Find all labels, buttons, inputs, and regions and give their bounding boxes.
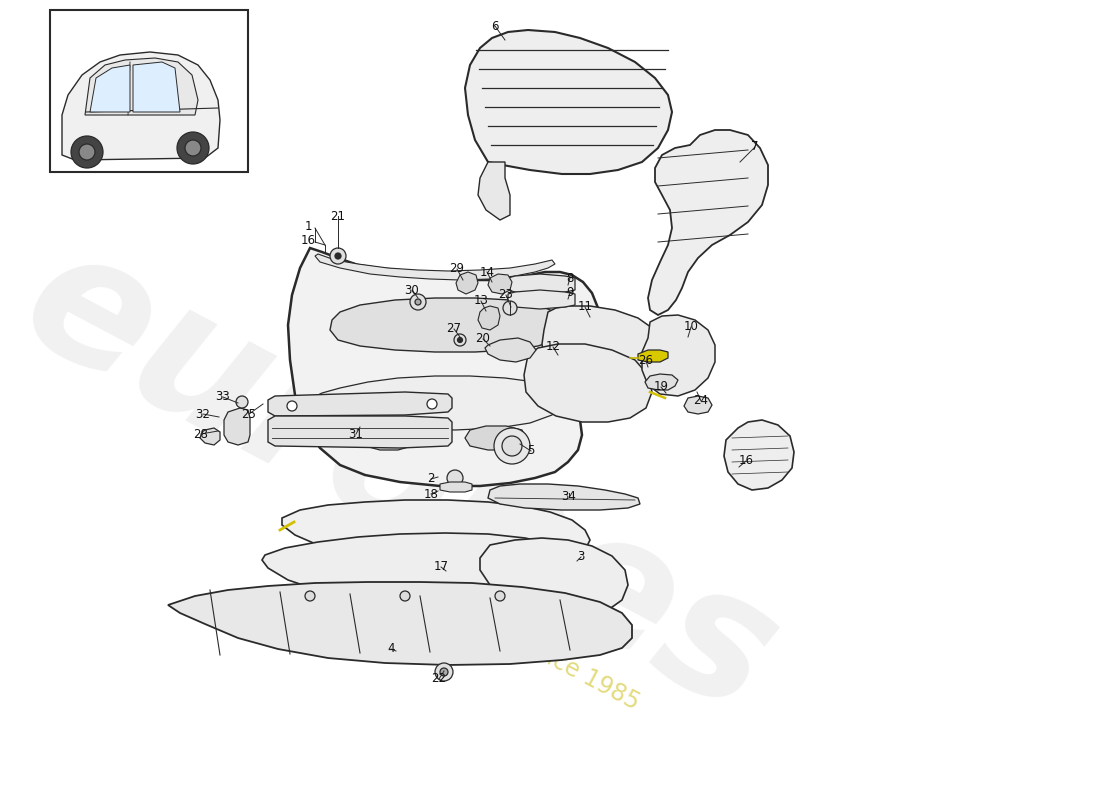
Polygon shape [488, 274, 512, 294]
Text: a passion for parts since 1985: a passion for parts since 1985 [317, 526, 644, 714]
Text: 32: 32 [196, 407, 210, 421]
Polygon shape [168, 582, 632, 665]
Text: 16: 16 [738, 454, 754, 467]
Polygon shape [480, 538, 628, 615]
Polygon shape [478, 162, 510, 220]
Text: 20: 20 [475, 333, 491, 346]
Circle shape [305, 591, 315, 601]
Polygon shape [485, 338, 536, 362]
Polygon shape [90, 65, 130, 112]
Text: 21: 21 [330, 210, 345, 222]
Text: 4: 4 [387, 642, 395, 655]
Circle shape [495, 591, 505, 601]
Text: 18: 18 [424, 487, 439, 501]
Text: 12: 12 [546, 341, 561, 354]
Circle shape [410, 294, 426, 310]
Polygon shape [488, 484, 640, 510]
Circle shape [177, 132, 209, 164]
Text: 33: 33 [216, 390, 230, 403]
Text: 28: 28 [194, 427, 208, 441]
Text: 29: 29 [450, 262, 464, 275]
Circle shape [503, 301, 517, 315]
Polygon shape [133, 62, 180, 112]
Polygon shape [315, 254, 556, 280]
Circle shape [415, 299, 421, 305]
Circle shape [502, 436, 522, 456]
Circle shape [287, 401, 297, 411]
Circle shape [400, 591, 410, 601]
Polygon shape [648, 130, 768, 315]
Text: 25: 25 [242, 407, 256, 421]
Text: 19: 19 [653, 381, 669, 394]
Bar [50, 10, 248, 172]
Polygon shape [508, 290, 575, 309]
Circle shape [447, 470, 463, 486]
Circle shape [336, 253, 341, 259]
Polygon shape [318, 376, 562, 430]
Polygon shape [200, 428, 220, 445]
Text: 14: 14 [480, 266, 495, 278]
Text: 7: 7 [751, 141, 759, 154]
Polygon shape [645, 374, 678, 390]
Text: 11: 11 [578, 301, 593, 314]
Text: europes: europes [0, 209, 804, 751]
Polygon shape [684, 396, 712, 414]
Circle shape [434, 663, 453, 681]
Text: 30: 30 [405, 283, 419, 297]
Text: 27: 27 [447, 322, 462, 335]
Polygon shape [282, 500, 590, 570]
Polygon shape [62, 52, 220, 160]
Polygon shape [360, 426, 416, 450]
Text: 8: 8 [566, 271, 574, 285]
Circle shape [458, 338, 462, 342]
Circle shape [79, 144, 95, 160]
Circle shape [494, 428, 530, 464]
Polygon shape [542, 306, 660, 380]
Text: 34: 34 [562, 490, 576, 503]
Text: 23: 23 [498, 289, 514, 302]
Polygon shape [440, 482, 472, 492]
Polygon shape [288, 248, 600, 486]
Polygon shape [224, 408, 250, 445]
Circle shape [185, 140, 201, 156]
Circle shape [72, 136, 103, 168]
Text: 9: 9 [566, 286, 574, 299]
Polygon shape [642, 315, 715, 396]
Text: 10: 10 [683, 321, 698, 334]
Polygon shape [478, 306, 500, 330]
Text: 5: 5 [527, 445, 535, 458]
Polygon shape [262, 533, 595, 606]
Circle shape [427, 399, 437, 409]
Polygon shape [524, 344, 652, 422]
Polygon shape [465, 30, 672, 174]
Text: 31: 31 [349, 427, 363, 441]
Text: 16: 16 [300, 234, 316, 247]
Text: 24: 24 [693, 394, 708, 407]
Text: 26: 26 [638, 354, 653, 367]
Text: 17: 17 [433, 561, 449, 574]
Polygon shape [85, 58, 198, 115]
Polygon shape [330, 298, 562, 352]
Polygon shape [724, 420, 794, 490]
Circle shape [236, 396, 248, 408]
Circle shape [330, 248, 346, 264]
Polygon shape [268, 416, 452, 448]
Polygon shape [268, 392, 452, 416]
Circle shape [454, 334, 466, 346]
Text: 2: 2 [427, 473, 434, 486]
Text: 6: 6 [492, 19, 498, 33]
Polygon shape [638, 350, 668, 362]
Polygon shape [465, 426, 526, 450]
Text: 22: 22 [431, 673, 447, 686]
Text: 13: 13 [474, 294, 488, 307]
Text: 3: 3 [578, 550, 585, 563]
Polygon shape [456, 272, 478, 294]
Circle shape [440, 668, 448, 676]
Text: 1: 1 [305, 219, 311, 233]
Polygon shape [508, 274, 575, 294]
